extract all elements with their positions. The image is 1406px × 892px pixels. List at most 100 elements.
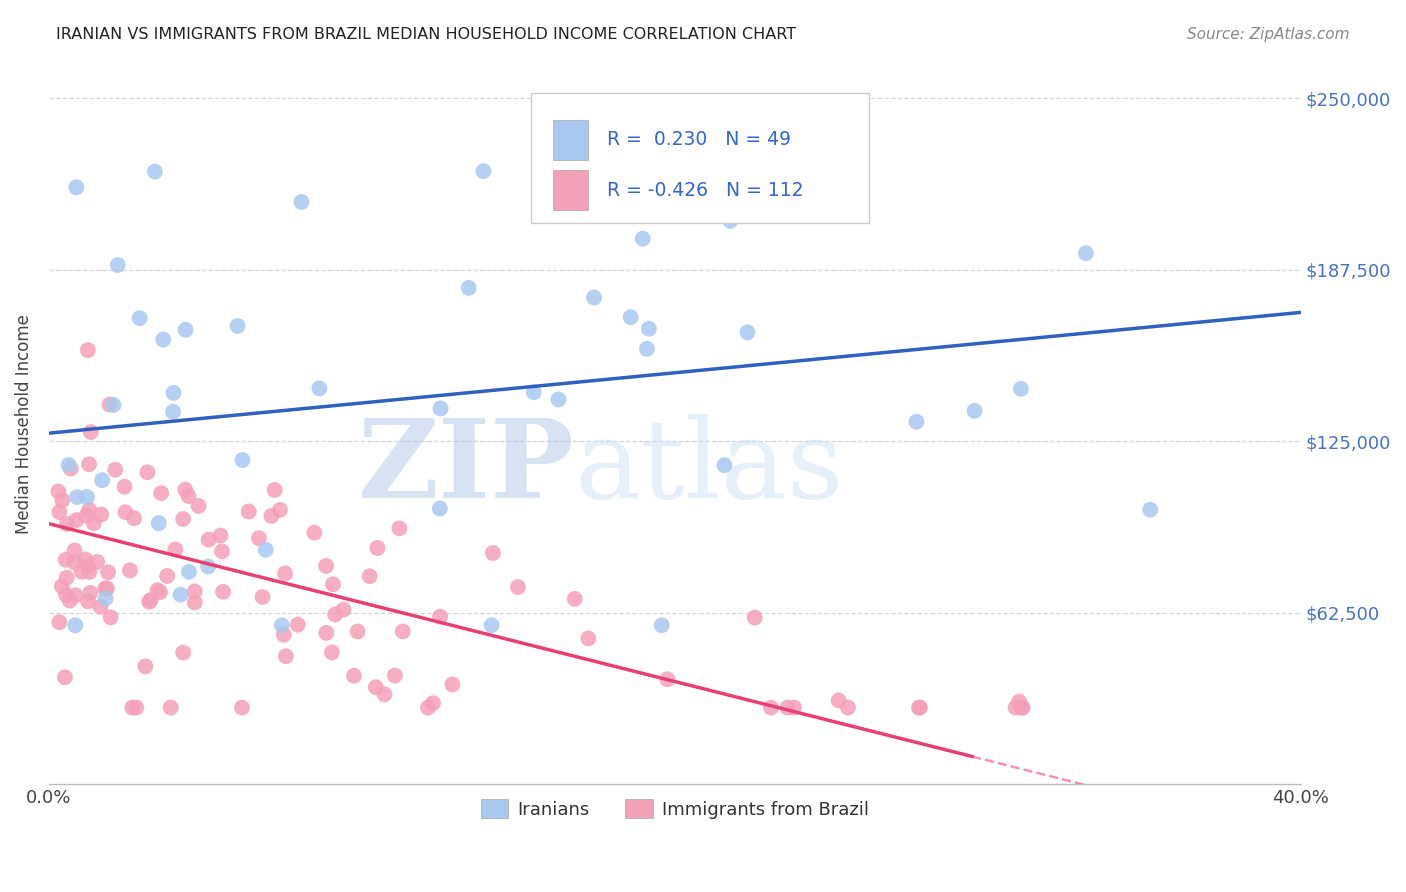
Point [107, 258, 129, 272]
Point [63, 555, 86, 569]
Point [90, 508, 112, 522]
Point [136, 465, 159, 479]
Point [744, 610, 766, 624]
Point [148, 516, 170, 531]
Point [56, 516, 79, 531]
Point [139, 593, 162, 607]
Point [77, 503, 100, 517]
Point [905, 415, 928, 429]
Point [269, 503, 291, 517]
Point [65, 618, 87, 632]
Point [212, 584, 235, 599]
Point [100, 610, 122, 624]
Point [48, 615, 70, 630]
Point [1074, 246, 1097, 260]
Point [308, 381, 330, 395]
Point [620, 310, 643, 325]
Point [134, 659, 156, 673]
Point [321, 645, 343, 659]
Point [273, 628, 295, 642]
Point [77, 559, 100, 574]
Point [323, 607, 346, 622]
Bar [554, 120, 589, 160]
Point [177, 489, 200, 503]
Point [152, 333, 174, 347]
Point [391, 624, 413, 639]
Text: IRANIAN VS IMMIGRANTS FROM BRAZIL MEDIAN HOUSEHOLD INCOME CORRELATION CHART: IRANIAN VS IMMIGRANTS FROM BRAZIL MEDIAN… [56, 27, 796, 42]
Point [96, 582, 118, 596]
Point [138, 595, 160, 609]
Point [908, 700, 931, 714]
Point [70, 565, 93, 579]
Point [304, 525, 326, 540]
Point [638, 322, 661, 336]
Point [583, 291, 606, 305]
Point [827, 693, 849, 707]
Point [149, 585, 172, 599]
Point [1004, 700, 1026, 714]
Point [55, 553, 77, 567]
Point [77, 343, 100, 358]
Point [91, 473, 114, 487]
Point [676, 112, 699, 127]
Point [737, 326, 759, 340]
Point [122, 511, 145, 525]
Point [121, 700, 143, 714]
Point [128, 311, 150, 326]
Point [86, 555, 108, 569]
Point [290, 194, 312, 209]
Point [48, 484, 70, 499]
Point [364, 680, 387, 694]
Point [825, 161, 848, 175]
Point [177, 565, 200, 579]
Point [1011, 700, 1033, 714]
Y-axis label: Median Household Income: Median Household Income [15, 314, 32, 534]
Point [315, 626, 337, 640]
Point [373, 687, 395, 701]
Point [260, 508, 283, 523]
Point [359, 569, 381, 583]
Point [231, 453, 253, 467]
Point [172, 646, 194, 660]
Point [718, 214, 741, 228]
Text: R = -0.426   N = 112: R = -0.426 N = 112 [607, 180, 804, 200]
Point [125, 700, 148, 714]
Text: atlas: atlas [575, 414, 844, 521]
Point [114, 480, 136, 494]
Bar [554, 170, 589, 210]
Point [146, 583, 169, 598]
Point [65, 513, 87, 527]
Point [143, 164, 166, 178]
Point [346, 624, 368, 639]
Point [263, 483, 285, 497]
Point [209, 528, 232, 542]
Point [53, 670, 76, 684]
Point [65, 588, 87, 602]
Point [457, 281, 479, 295]
Point [576, 632, 599, 646]
Point [165, 542, 187, 557]
Point [79, 565, 101, 579]
Point [156, 569, 179, 583]
Point [429, 501, 451, 516]
Point [55, 571, 77, 585]
Point [1139, 502, 1161, 516]
Point [908, 700, 931, 714]
Point [55, 588, 77, 602]
Point [422, 696, 444, 710]
Text: R =  0.230   N = 49: R = 0.230 N = 49 [607, 130, 792, 149]
Point [783, 700, 806, 714]
Point [416, 700, 439, 714]
Point [94, 582, 117, 596]
Point [83, 516, 105, 531]
Legend: Iranians, Immigrants from Brazil: Iranians, Immigrants from Brazil [474, 792, 876, 826]
Point [366, 541, 388, 555]
Point [254, 542, 277, 557]
Point [564, 591, 586, 606]
Point [184, 595, 207, 609]
Point [118, 563, 141, 577]
Point [1010, 382, 1032, 396]
Point [963, 404, 986, 418]
Text: Source: ZipAtlas.com: Source: ZipAtlas.com [1187, 27, 1350, 42]
Point [159, 700, 181, 714]
